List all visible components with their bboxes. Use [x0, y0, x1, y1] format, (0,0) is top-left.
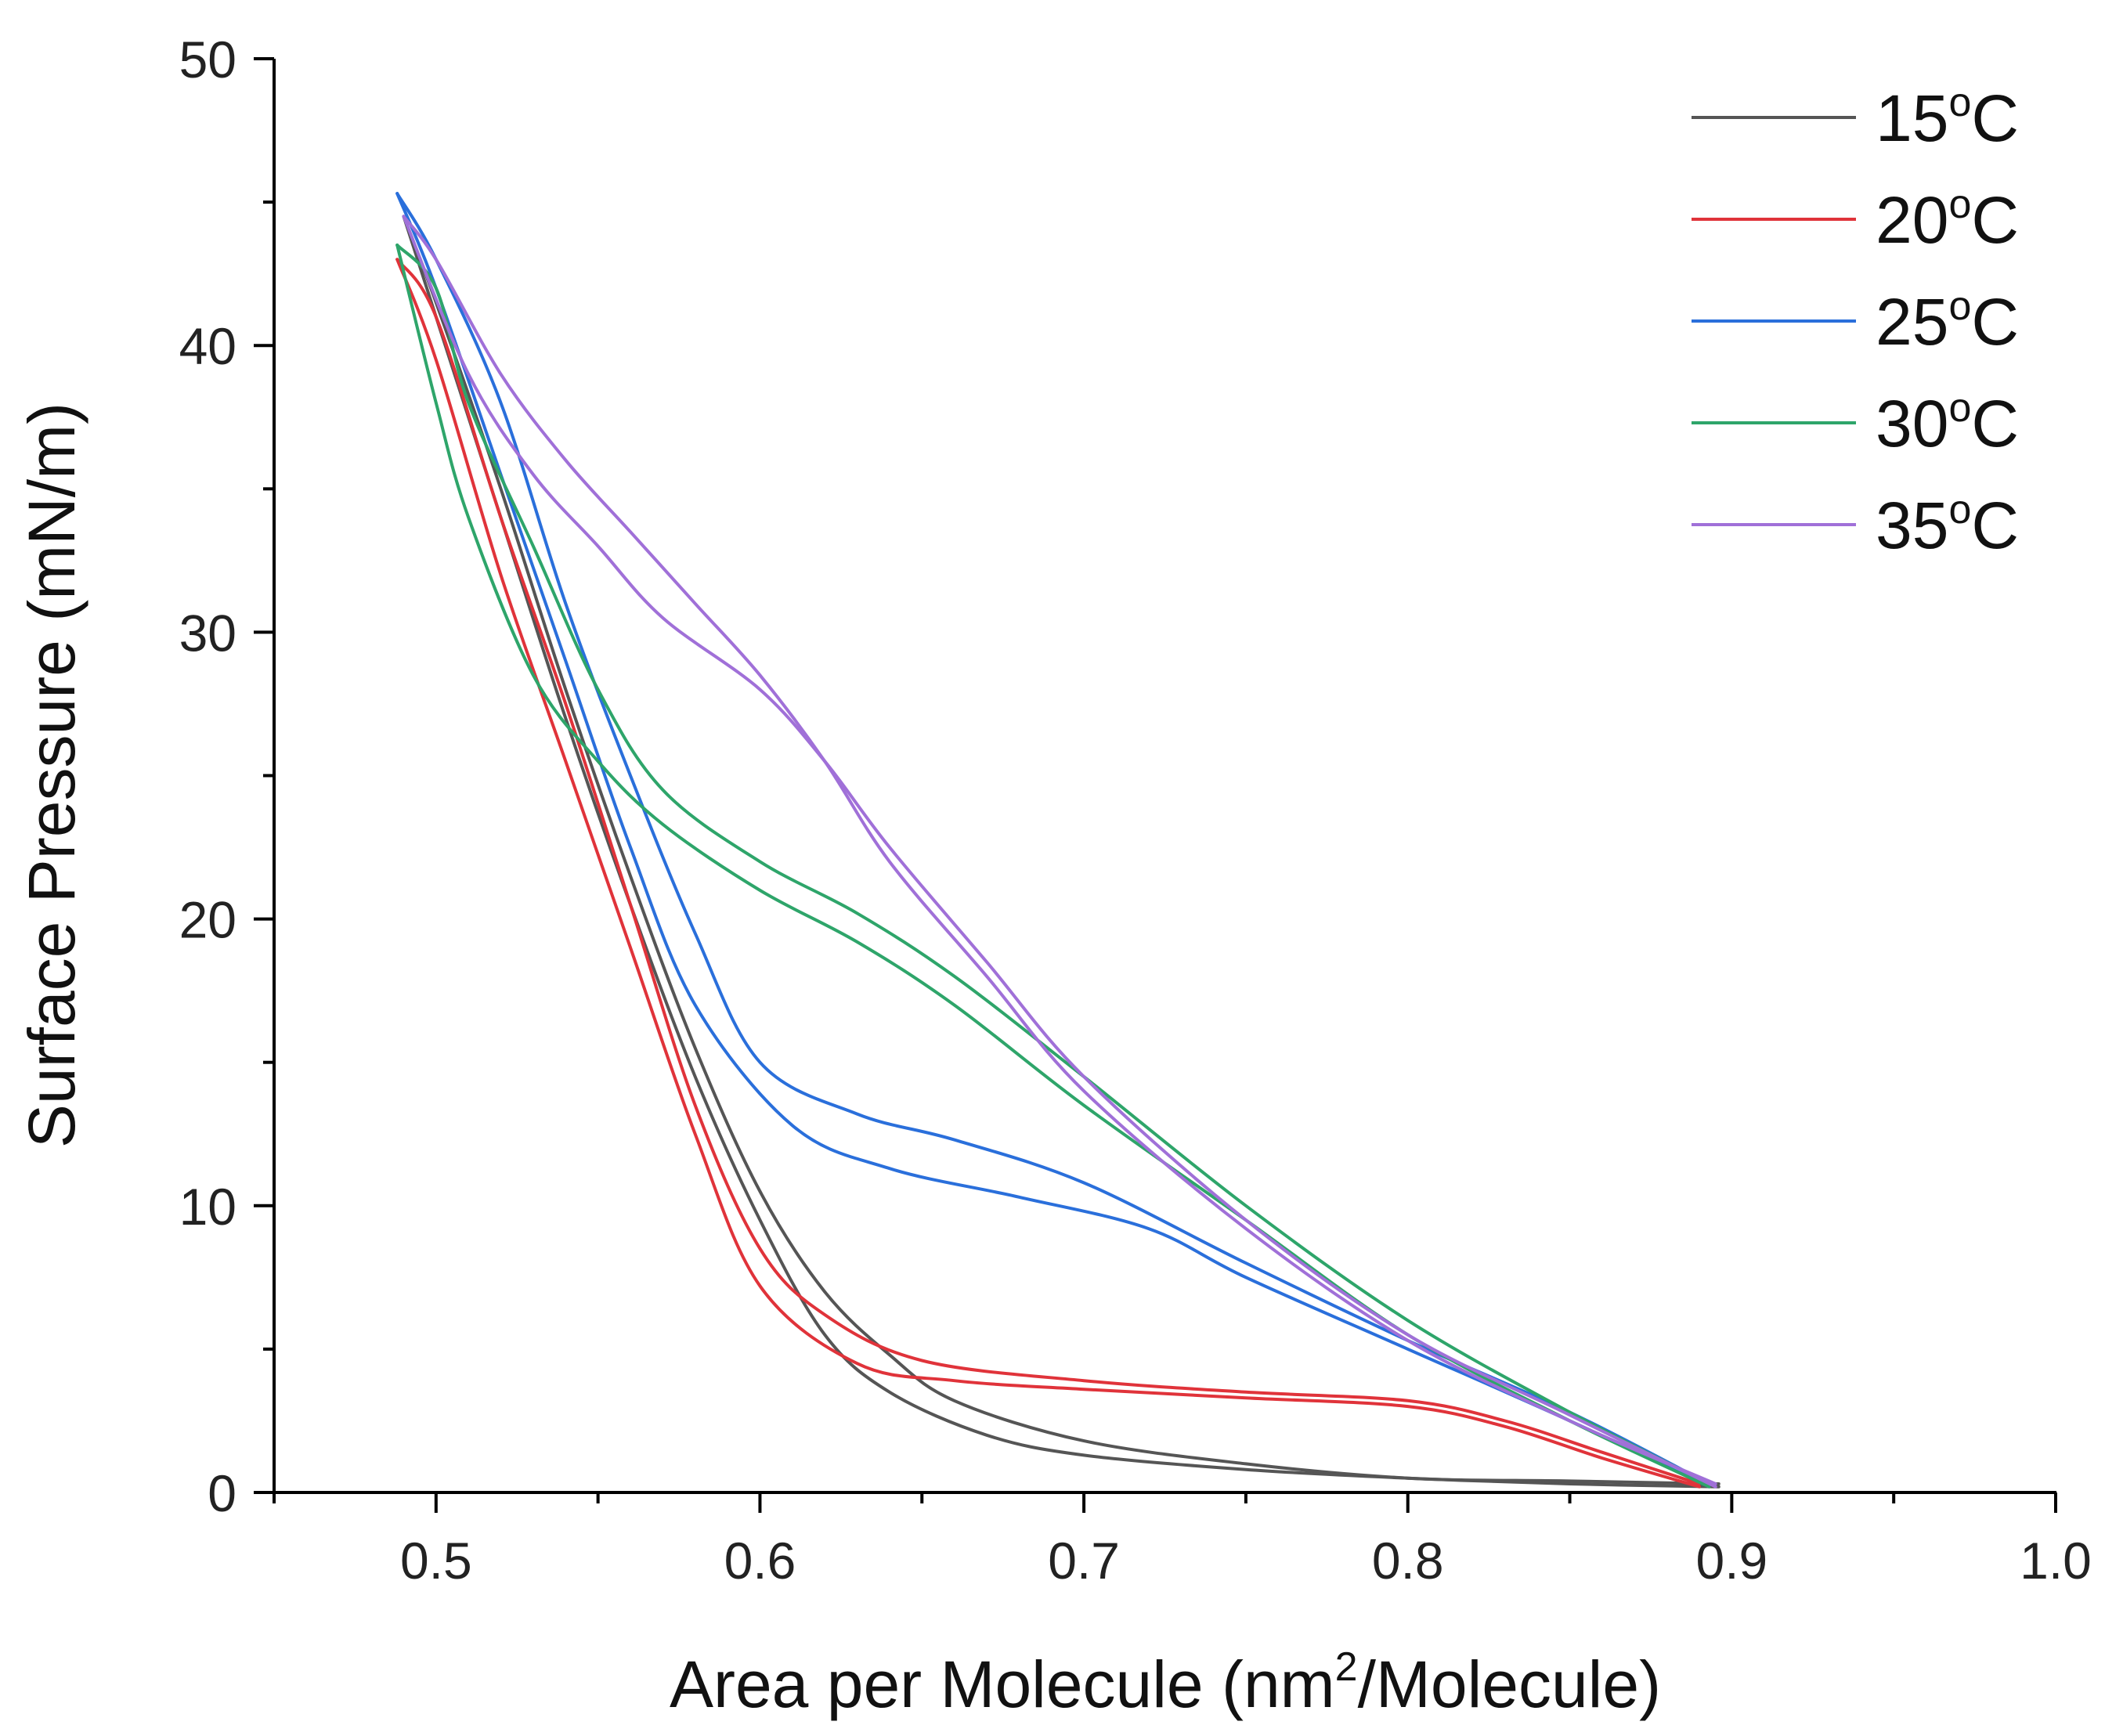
series-20C — [395, 258, 1701, 1489]
series-20C-compression-line — [395, 258, 1701, 1489]
curves-layer — [395, 192, 1720, 1489]
series-35C-compression-line — [402, 215, 1717, 1489]
y-tick-label: 10 — [179, 1178, 236, 1236]
y-ticks: 0 10 20 30 40 50 — [179, 31, 274, 1522]
series-15C-compression-line — [402, 215, 1720, 1489]
y-tick-label: 0 — [208, 1464, 236, 1522]
y-tick-label: 30 — [179, 604, 236, 662]
legend-item-35C: 35oC — [1692, 487, 2019, 562]
x-axis-title: Area per Molecule (nm2/Molecule) — [670, 1644, 1661, 1721]
series-25C-compression-line — [395, 192, 1711, 1489]
series-20C-expansion-line — [395, 258, 1701, 1485]
y-axis-title: Surface Pressure (mN/m) — [15, 402, 88, 1148]
series-35C-expansion-line — [402, 215, 1717, 1485]
legend-label: 30oC — [1876, 385, 2019, 460]
legend-label: 15oC — [1876, 80, 2019, 155]
y-tick-label: 40 — [179, 317, 236, 375]
x-tick-label: 0.8 — [1372, 1532, 1444, 1590]
x-tick-label: 0.7 — [1048, 1532, 1120, 1590]
legend-item-25C: 25oC — [1692, 283, 2019, 359]
legend-label: 25oC — [1876, 283, 2019, 359]
legend-item-20C: 20oC — [1692, 182, 2019, 257]
series-30C-expansion-line — [395, 244, 1711, 1485]
series-30C-compression-line — [395, 244, 1711, 1489]
x-tick-label: 0.5 — [400, 1532, 472, 1590]
series-15C-expansion-line — [402, 215, 1720, 1485]
y-tick-label: 20 — [179, 891, 236, 949]
series-30C — [395, 244, 1711, 1489]
axes-layer — [273, 59, 2056, 1494]
legend-label: 35oC — [1876, 487, 2019, 562]
legend-item-30C: 30oC — [1692, 385, 2019, 460]
x-tick-label: 0.6 — [724, 1532, 796, 1590]
x-tick-label: 0.9 — [1695, 1532, 1767, 1590]
series-35C — [402, 215, 1717, 1489]
y-tick-label: 50 — [179, 31, 236, 88]
legend: 15oC 20oC 25oC 30oC 35oC — [1692, 80, 2019, 562]
x-ticks: 0.5 0.6 0.7 0.8 0.9 1.0 — [273, 1492, 2092, 1590]
legend-label: 20oC — [1876, 182, 2019, 257]
series-15C — [402, 215, 1720, 1489]
legend-item-15C: 15oC — [1692, 80, 2019, 155]
x-tick-label: 1.0 — [2020, 1532, 2092, 1590]
